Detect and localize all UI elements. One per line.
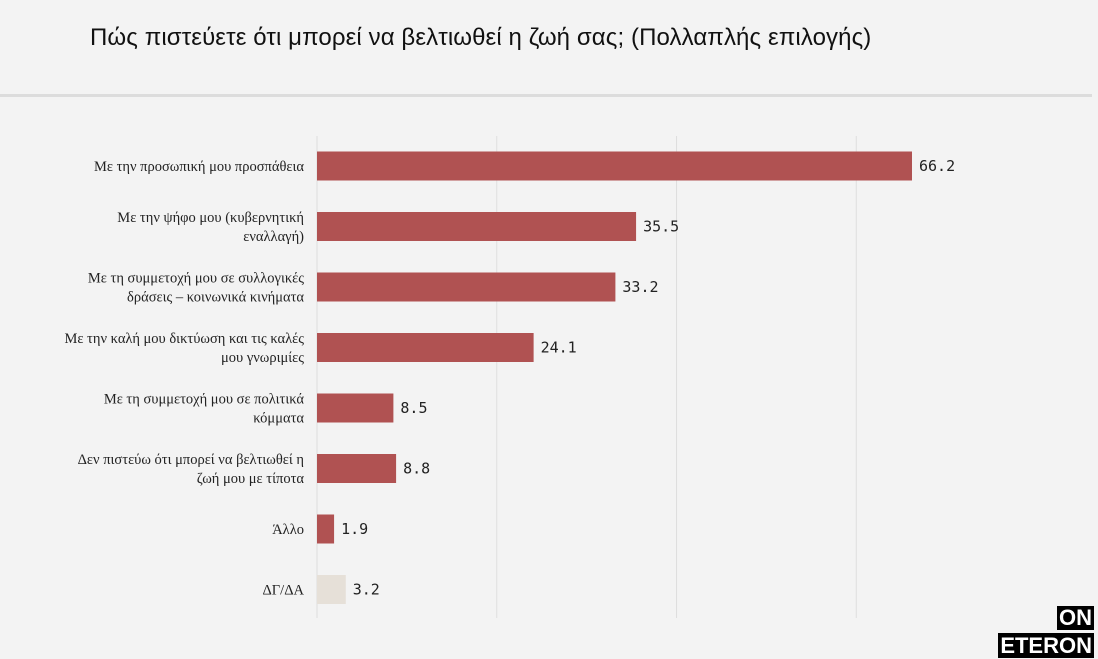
value-label: 24.1: [541, 339, 577, 357]
bar: [317, 393, 394, 423]
bar: [317, 272, 616, 302]
title-divider: [0, 94, 1092, 97]
category-label-line: ζωή μου με τίποτα: [197, 471, 305, 487]
value-label: 66.2: [919, 157, 955, 175]
category-label-line: εναλλαγή): [243, 229, 304, 245]
bar: [317, 333, 534, 362]
brand-logo: ON ETERON: [996, 606, 1094, 658]
bar: [317, 212, 637, 241]
category-label: Δεν πιστεύω ότι μπορεί να βελτιωθεί η ζωή…: [78, 452, 305, 487]
value-label: 3.2: [353, 581, 380, 599]
value-label: 33.2: [622, 278, 658, 296]
gridlines: [316, 136, 857, 618]
category-label-line: κόμματα: [253, 411, 304, 427]
category-label-line: Με τη συμμετοχή μου σε συλλογικές: [88, 271, 304, 287]
value-label: 35.5: [643, 218, 679, 236]
logo-bottom-text: ETERON: [998, 633, 1094, 658]
category-label-line: δράσεις – κοινωνικά κινήματα: [127, 290, 304, 306]
value-label: 8.8: [403, 460, 430, 478]
bar: [317, 514, 335, 544]
logo-top-text: ON: [1057, 605, 1094, 630]
category-label-line: ΔΓ/ΔΑ: [262, 583, 304, 599]
category-label-line: Με τη συμμετοχή μου σε πολιτικά: [104, 392, 305, 408]
bar: [317, 454, 397, 483]
category-label-line: Με την ψήφο μου (κυβερνητική: [117, 210, 304, 226]
chart-title: Πώς πιστεύετε ότι μπορεί να βελτιωθεί η …: [90, 24, 872, 51]
category-label-line: Άλλο: [272, 522, 304, 538]
category-labels: Με την προσωπική μου προσπάθεια Με την ψή…: [64, 159, 304, 599]
category-label: Με την προσωπική μου προσπάθεια: [94, 159, 304, 175]
category-label-line: Με την προσωπική μου προσπάθεια: [94, 159, 304, 175]
value-label: 1.9: [341, 520, 368, 538]
category-label: Με την καλή μου δικτύωση και τις καλές μο…: [64, 331, 304, 366]
category-label: ΔΓ/ΔΑ: [262, 583, 304, 599]
bar: [317, 151, 912, 181]
bar: [317, 575, 346, 604]
value-label: 8.5: [400, 399, 427, 417]
category-label-line: Δεν πιστεύω ότι μπορεί να βελτιωθεί η: [78, 452, 304, 468]
category-label: Άλλο: [272, 522, 304, 538]
category-label: Με τη συμμετοχή μου σε πολιτικά κόμματα: [104, 392, 305, 427]
category-label: Με την ψήφο μου (κυβερνητική εναλλαγή): [117, 210, 304, 245]
category-label-line: Με την καλή μου δικτύωση και τις καλές: [64, 331, 304, 347]
category-label: Με τη συμμετοχή μου σε συλλογικές δράσεις…: [88, 271, 305, 306]
value-labels: 66.2 35.5 33.2 24.1 8.5 8.8 1.9 3.2: [341, 157, 955, 599]
category-label-line: μου γνωριμίες: [221, 350, 304, 366]
bars: [317, 151, 912, 604]
